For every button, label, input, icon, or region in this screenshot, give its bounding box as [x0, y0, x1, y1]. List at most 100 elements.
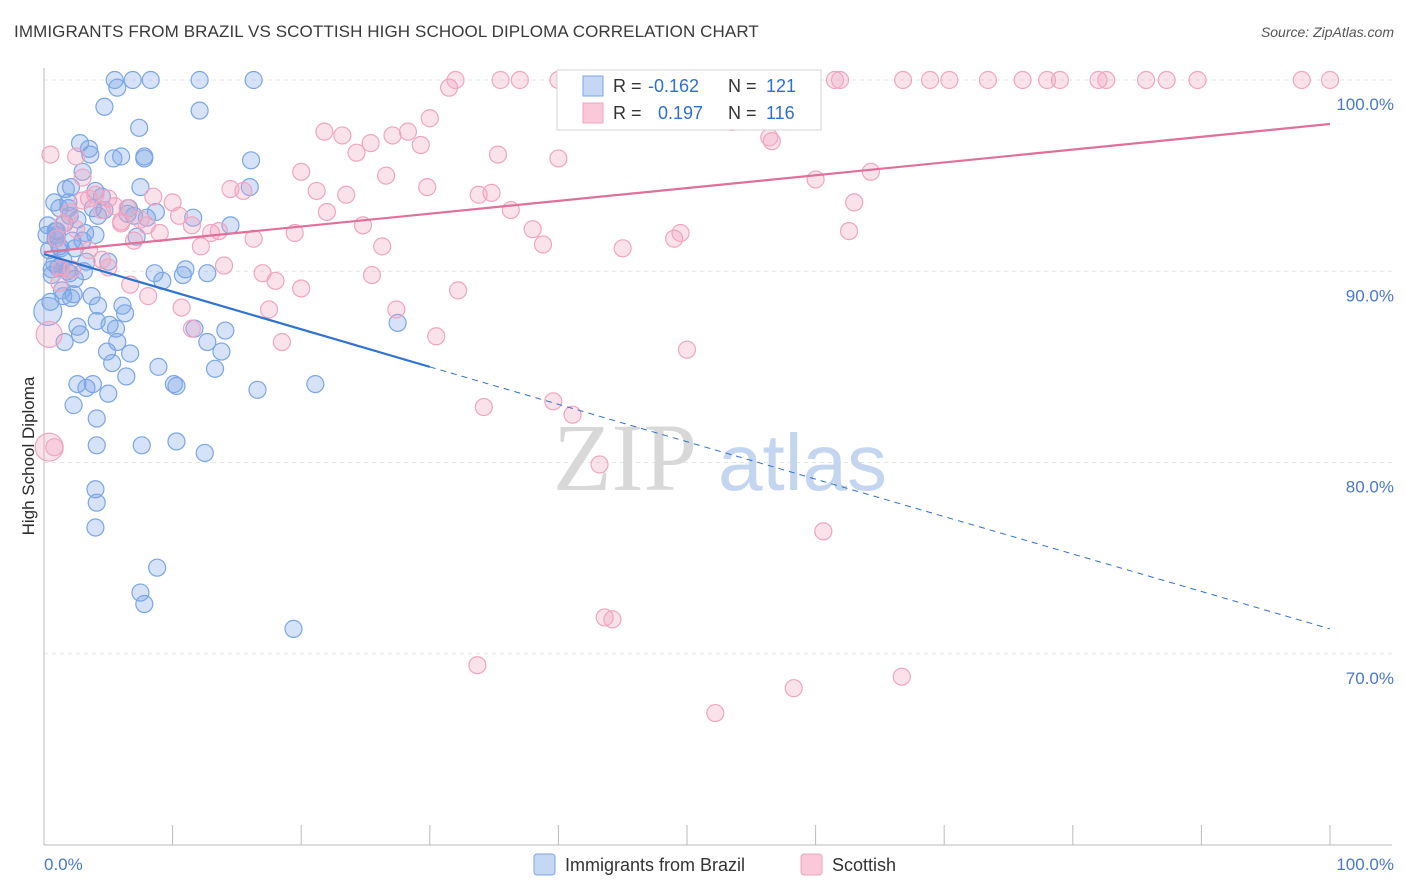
brazil-point	[68, 374, 87, 394]
brazil-point	[87, 409, 106, 428]
scottish-point	[272, 332, 292, 352]
brazil-point	[113, 296, 132, 315]
brazil-point	[86, 480, 105, 499]
scottish-point	[1097, 70, 1116, 90]
scottish-point	[448, 281, 468, 300]
scottish-point	[845, 193, 864, 212]
brazil-point	[306, 374, 325, 394]
brazil-point	[37, 225, 56, 245]
scottish-point	[182, 319, 201, 338]
brazil-point	[50, 199, 69, 218]
scottish-point	[491, 70, 510, 90]
scottish-point	[446, 70, 465, 90]
legend-r-value-1: -0.162	[648, 76, 699, 96]
scottish-point	[1292, 70, 1311, 90]
scottish-point	[677, 340, 697, 359]
scottish-point	[893, 70, 913, 90]
scottish-point	[182, 216, 201, 235]
scottish-point	[79, 241, 99, 260]
scottish-point	[383, 126, 402, 145]
legend-swatch-brazil	[582, 75, 604, 97]
scottish-point	[347, 143, 366, 162]
legend-r-label-2: R =	[613, 103, 642, 123]
brazil-point	[108, 78, 127, 97]
scottish-point	[411, 135, 430, 155]
scottish-point	[307, 181, 326, 201]
y-tick-label: 90.0%	[1346, 286, 1394, 305]
scottish-point	[1137, 70, 1156, 90]
scottish-point	[830, 70, 850, 90]
brazil-point	[241, 151, 261, 170]
scottish-point	[523, 220, 542, 239]
scottish-point	[234, 181, 253, 201]
bottom-legend-label-brazil: Immigrants from Brazil	[565, 855, 745, 875]
brazil-point	[131, 583, 150, 602]
brazil-point	[86, 518, 105, 537]
scottish-point	[373, 237, 392, 256]
legend-r-value-2: 0.197	[658, 103, 703, 123]
scottish-point	[613, 239, 632, 258]
scottish-point	[549, 149, 568, 168]
scottish-point	[806, 170, 825, 189]
brazil-point	[244, 70, 263, 90]
scottish-point	[63, 260, 82, 279]
tick-labels: 100.0% 90.0% 80.0% 70.0% 0.0% 100.0%	[44, 95, 1394, 874]
scottish-point	[67, 147, 86, 166]
x-tick-label-min: 0.0%	[44, 855, 83, 874]
scottish-point	[317, 202, 337, 222]
series-legend: Immigrants from Brazil Scottish	[533, 853, 896, 876]
scottish-point	[292, 279, 311, 298]
brazil-point	[51, 239, 70, 258]
legend-n-value-1: 121	[766, 76, 796, 96]
brazil-point	[164, 374, 183, 394]
scottish-point-large	[34, 432, 64, 462]
scottish-point	[1050, 70, 1070, 90]
scottish-point	[266, 271, 285, 290]
scottish-point	[214, 256, 234, 275]
source-label: Source: ZipAtlas.com	[1260, 24, 1394, 40]
brazil-point	[100, 315, 119, 334]
brazil-point-large	[33, 296, 63, 327]
brazil-point	[55, 332, 74, 352]
scottish-point	[418, 178, 437, 197]
brazil-point	[167, 432, 186, 451]
brazil-point	[135, 594, 154, 614]
brazil-point	[388, 313, 407, 332]
brazil-point	[81, 145, 100, 164]
legend-r-label-1: R =	[613, 76, 642, 96]
scottish-point	[427, 327, 446, 346]
scottish-point	[50, 273, 69, 292]
brazil-point	[95, 97, 114, 116]
brazil-point	[190, 70, 209, 90]
brazil-point	[42, 265, 61, 285]
scottish-point	[590, 455, 609, 474]
scottish-point	[124, 231, 144, 250]
scottish-point	[563, 405, 582, 424]
brazil-point	[195, 443, 214, 463]
brazil-point	[132, 436, 151, 455]
scottish-point	[825, 70, 844, 90]
legend-n-label-1: N =	[728, 76, 757, 96]
trend-line-scottish	[43, 122, 1331, 254]
brazil-point	[184, 208, 203, 227]
y-axis-label: High School Diploma	[19, 376, 38, 535]
scottish-point	[333, 126, 352, 145]
scottish-point	[112, 214, 131, 233]
brazil-point	[61, 288, 81, 308]
scottish-point	[292, 162, 311, 181]
scottish-point	[172, 298, 191, 317]
scottish-point	[814, 522, 833, 541]
scottish-point	[60, 202, 79, 222]
brazil-point	[112, 147, 131, 166]
brazil-point	[146, 202, 165, 222]
axes	[43, 68, 1392, 846]
chart-title: IMMIGRANTS FROM BRAZIL VS SCOTTISH HIGH …	[14, 22, 759, 41]
scottish-point	[544, 392, 563, 411]
scottish-point	[361, 134, 380, 153]
brazil-point	[86, 225, 105, 245]
scottish-point	[1157, 70, 1176, 90]
scottish-point	[839, 221, 859, 241]
scottish-point	[474, 397, 493, 417]
brazil-point	[123, 70, 142, 90]
